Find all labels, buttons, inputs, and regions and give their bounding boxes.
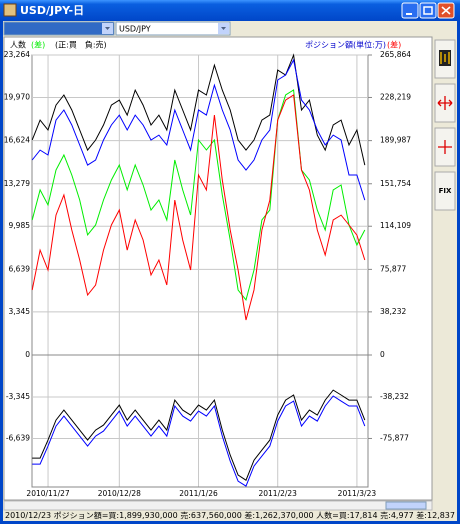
y-tick-label: 0 xyxy=(25,350,30,359)
y2-label: ポジション額(単位:万) xyxy=(305,40,386,50)
y2-tick-label: 75,877 xyxy=(380,264,406,273)
y-tick-label: 3,345 xyxy=(9,307,31,316)
y-label-mark: (差) xyxy=(31,40,45,50)
y-tick-label: 6,639 xyxy=(9,264,31,273)
series-line xyxy=(31,53,366,166)
series-line xyxy=(31,58,366,201)
y-tick-label: 19,970 xyxy=(4,92,30,101)
panel-frame xyxy=(31,354,369,488)
tool-icon xyxy=(437,96,453,110)
y-label: 人数 xyxy=(10,40,26,50)
chart-area xyxy=(3,36,433,501)
arrow-icon xyxy=(221,27,226,30)
series-line xyxy=(31,89,366,301)
y2-tick-label: 228,219 xyxy=(380,92,411,101)
symbol-value: USD/JPY xyxy=(119,25,151,34)
y2-tick-label: 265,864 xyxy=(380,50,411,59)
y-tick-label: 16,624 xyxy=(4,136,30,145)
x-tick-label: 2011/3/23 xyxy=(338,489,377,498)
x-tick-label: 2011/1/26 xyxy=(179,489,218,498)
y-tick-label: -6,639 xyxy=(6,433,30,442)
tool-button[interactable] xyxy=(434,171,456,211)
y2-tick-label: -38,232 xyxy=(380,392,409,401)
y2-label-mark: (差) xyxy=(387,40,401,50)
y2-tick-label: -75,877 xyxy=(380,433,409,442)
x-tick-label: 2010/12/28 xyxy=(98,489,141,498)
title-bar xyxy=(0,0,460,21)
tool-icon xyxy=(438,140,452,154)
series-line xyxy=(32,395,366,487)
y2-tick-label: 0 xyxy=(380,350,385,359)
y2-tick-label: 189,987 xyxy=(380,136,411,145)
maximize-icon xyxy=(423,6,433,15)
series-line xyxy=(32,389,366,481)
tool-icon xyxy=(440,52,450,64)
y2-tick-label: 38,232 xyxy=(380,307,406,316)
y-tick-label: 9,985 xyxy=(9,221,31,230)
status-bar: 2010/12/23 ポジション額=買:1,899,930,000 売:637,… xyxy=(5,510,455,520)
app-icon xyxy=(3,3,17,17)
x-tick-label: 2011/2/23 xyxy=(258,489,297,498)
series-line xyxy=(31,94,366,321)
y2-tick-label: 114,109 xyxy=(380,221,411,230)
scrollbar[interactable] xyxy=(3,500,433,511)
dropdown-empty[interactable] xyxy=(3,21,115,36)
plot: 2010/11/27 2010/12/28 2011/1/26 2011/2/23 20… xyxy=(4,50,411,498)
maximize-button[interactable] xyxy=(419,2,437,19)
fix-label: FIX xyxy=(439,187,452,195)
arrow-icon xyxy=(105,27,110,30)
y2-tick-label: 151,754 xyxy=(380,179,411,188)
x-tick-label: 2010/11/27 xyxy=(26,489,69,498)
y-tick-label: 23,264 xyxy=(4,50,30,59)
y-tick-label: 13,279 xyxy=(4,179,30,188)
window-title: USD/JPY-日 xyxy=(20,4,84,17)
minimize-button[interactable] xyxy=(401,2,419,19)
symbol-dropdown[interactable] xyxy=(115,21,231,36)
note: (正:買 負:売) xyxy=(55,40,107,50)
close-icon xyxy=(441,6,451,15)
scroll-thumb[interactable] xyxy=(385,501,427,510)
y-tick-label: -3,345 xyxy=(6,392,30,401)
